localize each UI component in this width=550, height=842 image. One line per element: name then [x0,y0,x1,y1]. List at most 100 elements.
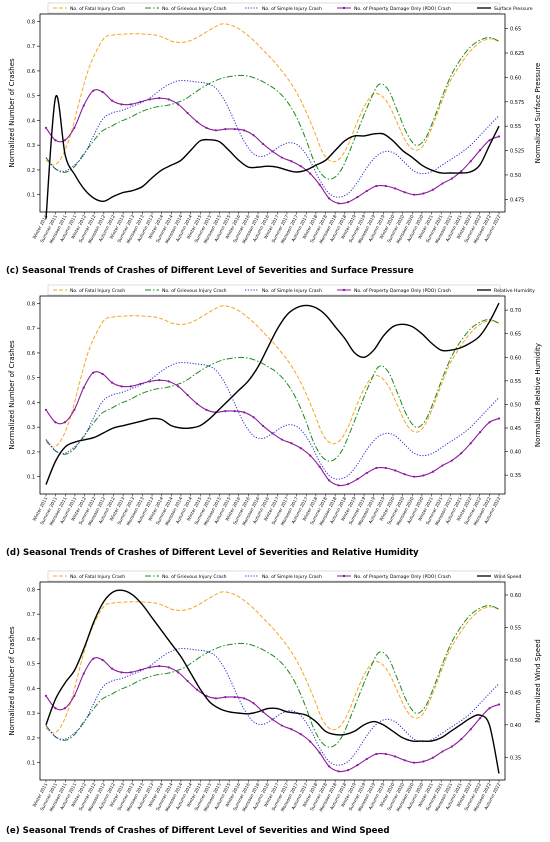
legend-label: Wind Speed [494,574,521,580]
pdo-point [63,707,66,710]
series-line-fatal [45,23,500,166]
right-tick-label: 0.65 [510,332,521,338]
pdo-point [441,464,444,467]
pdo-point [167,380,170,383]
legend-label: No. of Grievous Injury Crash [162,288,227,294]
pdo-point [129,671,133,674]
left-tick-label: 0.6 [27,69,35,75]
chart-e: 0.1 0.2 0.3 0.4 0.5 0.6 0.7 0.8 0.35 0.40 0.45 0.50… [8,570,542,813]
right-axis-label: Normalized Relative Humidity [534,343,542,447]
right-tick-label: 0.525 [510,149,524,155]
pdo-point [233,409,236,413]
right-tick-label: 0.55 [510,379,521,385]
pdo-point [120,671,123,674]
legend-label: No. of Property Damage Only (PDO) Crash [354,574,451,580]
pdo-point [214,697,217,700]
legend-label: No. of Property Damage Only (PDO) Crash [354,288,451,294]
panel-d: 0.1 0.2 0.3 0.4 0.5 0.6 0.7 0.8 0.35 0.40 0.45 0.50… [0,282,550,558]
pdo-point [129,385,133,388]
pdo-point [205,126,208,129]
pdo-point [44,126,48,129]
right-tick-label: 0.70 [510,308,521,314]
left-tick-label: 0.8 [27,19,35,25]
pdo-point [82,104,85,107]
pdo-point [82,672,85,675]
pdo-point [177,103,180,106]
pdo-point [252,702,255,705]
right-tick-label: 0.65 [510,27,521,33]
right-tick-label: 0.55 [510,625,521,631]
pdo-point [205,408,208,411]
pdo-point [394,755,397,758]
pdo-point [479,717,482,720]
pdo-point [309,172,312,175]
pdo-point [261,710,265,714]
legend-label: Surface Pressure [494,6,533,12]
pdo-point [158,665,161,668]
right-axis-label: Normalized Wind Speed [534,639,542,723]
pdo-point [460,738,463,741]
pdo-point [63,421,66,424]
legend-marker [342,6,346,10]
left-tick-label: 0.4 [27,400,35,406]
pdo-point [469,160,472,163]
legend-label: No. of Grievous Injury Crash [162,574,227,580]
left-tick-label: 0.7 [27,326,35,332]
pdo-point [44,408,48,411]
panel-c: 0.1 0.2 0.3 0.4 0.5 0.6 0.7 0.8 0.475 0.50 0.525 0.… [0,0,550,276]
left-tick-label: 0.8 [27,301,35,307]
pdo-point [195,120,199,123]
pdo-point [412,761,416,764]
right-tick-label: 0.55 [510,124,521,130]
pdo-point [139,382,142,385]
pdo-point [186,111,189,115]
pdo-point [280,724,284,727]
legend-label: Relative Humidity [494,288,535,294]
series-line-grievous [45,604,500,748]
pdo-point [384,466,387,470]
plot-frame [39,581,506,781]
pdo-point [497,417,501,420]
legend-label: No. of Simple Injury Crash [262,288,322,294]
series-line-env [45,302,500,485]
pdo-point [375,184,378,188]
right-tick-label: 0.45 [510,690,521,696]
left-axis-label: Normalized Number of Crashes [8,626,16,736]
left-tick-label: 0.2 [27,450,35,456]
pdo-point [375,466,378,470]
pdo-point [422,474,425,477]
right-tick-label: 0.50 [510,173,521,179]
pdo-point [422,760,425,763]
right-tick-label: 0.50 [510,402,521,408]
left-tick-label: 0.5 [27,376,35,382]
left-axis-label: Normalized Number of Crashes [8,340,16,450]
left-tick-label: 0.1 [27,761,35,767]
pdo-point [497,135,501,138]
series-line-env [45,589,500,774]
chart-d: 0.1 0.2 0.3 0.4 0.5 0.6 0.7 0.8 0.35 0.40 0.45 0.50… [8,284,542,527]
pdo-point [186,679,189,683]
pdo-point [460,170,463,173]
pdo-point [148,666,151,669]
right-tick-label: 0.60 [510,75,521,81]
pdo-point [318,465,321,468]
right-tick-label: 0.35 [510,473,521,479]
pdo-point [82,386,85,389]
pdo-point [54,139,57,142]
left-tick-label: 0.7 [27,612,35,618]
pdo-point [328,765,331,768]
right-tick-label: 0.35 [510,755,521,761]
pdo-point [177,671,180,674]
caption-d: (d) Seasonal Trends of Crashes of Differ… [6,548,419,558]
pdo-point [214,129,217,132]
pdo-point [280,438,284,441]
pdo-point [120,103,123,106]
pdo-point [139,668,142,671]
pdo-point [450,459,453,462]
pdo-point [290,442,293,445]
pdo-point [337,770,340,773]
pdo-point [309,740,312,743]
pdo-point [73,694,76,697]
pdo-point [412,193,416,196]
